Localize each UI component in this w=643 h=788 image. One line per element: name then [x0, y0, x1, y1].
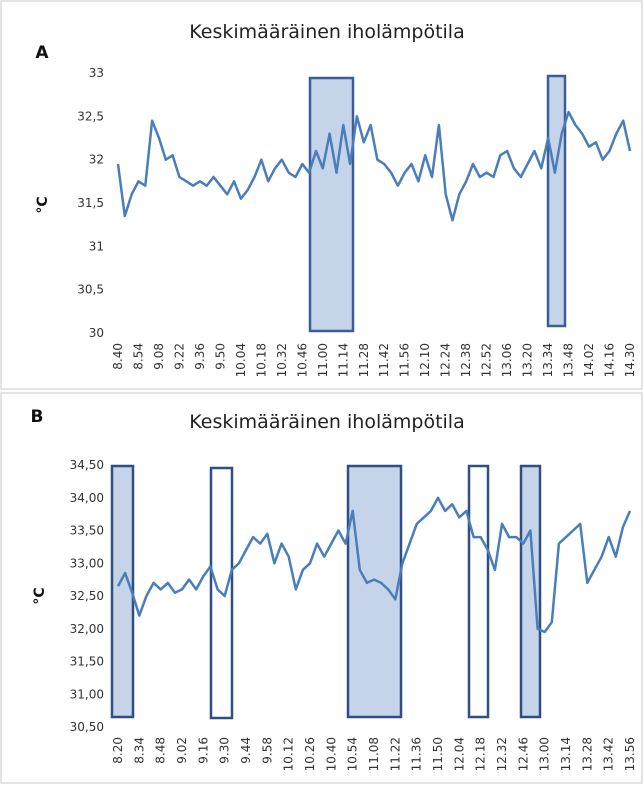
x-tick-label: 14.30 — [623, 343, 637, 377]
y-tick-label: 33 — [89, 66, 104, 80]
x-tick-label: 12.24 — [439, 343, 453, 377]
x-tick-label: 12.18 — [474, 737, 488, 771]
x-tick-label: 11.42 — [377, 343, 391, 377]
x-tick-label: 12.38 — [459, 343, 473, 377]
y-axis-label: °C — [32, 587, 48, 604]
x-tick-label: 11.08 — [367, 737, 381, 771]
highlight-box — [110, 464, 135, 719]
y-tick-label: 33,00 — [70, 556, 104, 570]
x-tick-label: 13.14 — [559, 737, 573, 771]
x-tick-label: 10.32 — [275, 343, 289, 377]
x-tick-label: 11.22 — [388, 737, 402, 771]
x-tick-label: 12.04 — [452, 737, 466, 771]
x-tick-label: 8.48 — [154, 737, 168, 764]
x-tick-label: 9.16 — [196, 737, 210, 764]
x-tick-label: 9.22 — [172, 343, 186, 370]
x-tick-label: 9.36 — [193, 343, 207, 370]
line-series — [116, 496, 632, 634]
x-tick-label: 9.58 — [260, 737, 274, 764]
y-tick-label: 31,5 — [77, 196, 104, 210]
y-axis-label: °C — [35, 196, 51, 213]
x-tick-label: 12.10 — [418, 343, 432, 377]
x-tick-label: 13.56 — [623, 737, 637, 771]
x-tick-label: 9.02 — [175, 737, 189, 764]
x-tick-label: 11.28 — [357, 343, 371, 377]
x-tick-label: 10.46 — [295, 343, 309, 377]
y-tick-label: 32 — [89, 153, 104, 167]
x-tick-label: 14.02 — [582, 343, 596, 377]
x-tick-label: 13.42 — [602, 737, 616, 771]
x-tick-label: 11.14 — [336, 343, 350, 377]
x-tick-label: 12.46 — [516, 737, 530, 771]
y-tick-label: 34,50 — [70, 458, 104, 472]
x-tick-label: 9.08 — [152, 343, 166, 370]
y-tick-label: 34,00 — [70, 491, 104, 505]
x-tick-label: 11.00 — [316, 343, 330, 377]
x-tick-label: 13.34 — [541, 343, 555, 377]
y-tick-label: 33,50 — [70, 524, 104, 538]
x-tick-label: 10.54 — [346, 737, 360, 771]
x-tick-label: 12.52 — [480, 343, 494, 377]
line-series — [116, 110, 632, 222]
panel-label: B — [31, 407, 44, 427]
x-tick-label: 9.50 — [213, 343, 227, 370]
y-tick-label: 31 — [89, 239, 104, 253]
y-tick-label: 32,5 — [77, 109, 104, 123]
chart-title: Keskimääräinen iholämpötila — [189, 411, 464, 433]
x-tick-label: 13.06 — [500, 343, 514, 377]
y-tick-label: 32,00 — [70, 622, 104, 636]
y-tick-label: 30,50 — [70, 720, 104, 734]
x-tick-label: 8.34 — [132, 737, 146, 764]
y-tick-label: 31,00 — [70, 687, 104, 701]
highlight-box — [209, 466, 234, 720]
x-tick-label: 11.56 — [398, 343, 412, 377]
x-tick-label: 12.32 — [495, 737, 509, 771]
x-tick-label: 14.16 — [603, 343, 617, 377]
chart-title: Keskimääräinen iholämpötila — [189, 21, 464, 43]
x-tick-label: 10.26 — [303, 737, 317, 771]
highlight-box — [308, 76, 355, 333]
highlight-box — [519, 464, 542, 719]
x-tick-label: 13.00 — [538, 737, 552, 771]
x-tick-label: 13.48 — [562, 343, 576, 377]
x-tick-label: 8.54 — [131, 343, 145, 370]
highlight-box — [346, 464, 403, 719]
y-tick-label: 30,5 — [77, 283, 104, 297]
y-tick-label: 31,50 — [70, 655, 104, 669]
x-tick-label: 11.50 — [431, 737, 445, 771]
x-tick-label: 8.40 — [111, 343, 125, 370]
x-tick-label: 9.30 — [218, 737, 232, 764]
highlight-box — [546, 74, 567, 328]
x-tick-label: 11.36 — [410, 737, 424, 771]
highlight-box — [467, 464, 490, 719]
panel-label: A — [35, 43, 49, 63]
x-tick-label: 9.44 — [239, 737, 253, 764]
x-tick-label: 10.04 — [234, 343, 248, 377]
x-tick-label: 10.12 — [282, 737, 296, 771]
x-tick-label: 10.40 — [324, 737, 338, 771]
y-tick-label: 32,50 — [70, 589, 104, 603]
x-tick-label: 13.20 — [521, 343, 535, 377]
x-tick-label: 8.20 — [111, 737, 125, 764]
x-tick-label: 10.18 — [254, 343, 268, 377]
x-tick-label: 13.28 — [580, 737, 594, 771]
y-tick-label: 30 — [89, 326, 104, 340]
